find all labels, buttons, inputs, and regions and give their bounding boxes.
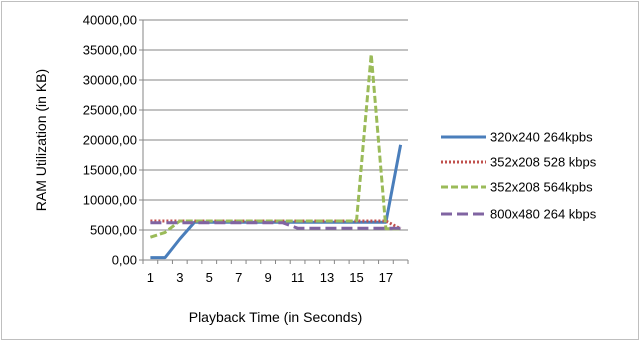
y-tick-label: 35000,00 [83,43,137,58]
y-tick-label: 40000,00 [83,13,137,28]
series-line [150,221,401,230]
y-tick-label: 20000,00 [83,133,137,148]
legend: 320x240 264kpbs 352x208 528 kbps 352x208 5… [441,130,597,222]
x-tick-label: 13 [320,270,334,285]
legend-label: 352x208 564kpbs [490,180,593,195]
x-axis: 1 3 5 7 9 11 13 15 17 [142,20,409,285]
series-line [149,52,401,239]
y-tick-label: 5000,00 [90,223,137,238]
x-tick-label: 5 [206,270,213,285]
grid [139,19,408,261]
legend-label: 352x208 528 kbps [490,155,597,170]
y-tick-label: 30000,00 [83,73,137,88]
legend-label: 320x240 264kpbs [490,130,593,145]
legend-label: 800x480 264 kbps [490,207,597,222]
y-tick-label: 0,00 [112,253,137,268]
y-tick-label: 15000,00 [83,163,137,178]
x-axis-label: Playback Time (in Seconds) [189,309,363,325]
series-group [149,52,403,260]
x-tick-label: 15 [349,270,363,285]
y-tick-label: 10000,00 [83,193,137,208]
y-axis-label: RAM Utilization (in KB) [33,69,49,211]
y-tick-label: 25000,00 [83,103,137,118]
x-tick-label: 17 [379,270,393,285]
x-tick-label: 9 [265,270,272,285]
x-tick-label: 7 [235,270,242,285]
x-tick-label: 11 [291,270,305,285]
y-axis-ticks: 0,00 5000,00 10000,00 15000,00 20000,00 25000… [83,13,137,268]
x-tick-label: 1 [147,270,154,285]
x-tick-label: 3 [176,270,183,285]
